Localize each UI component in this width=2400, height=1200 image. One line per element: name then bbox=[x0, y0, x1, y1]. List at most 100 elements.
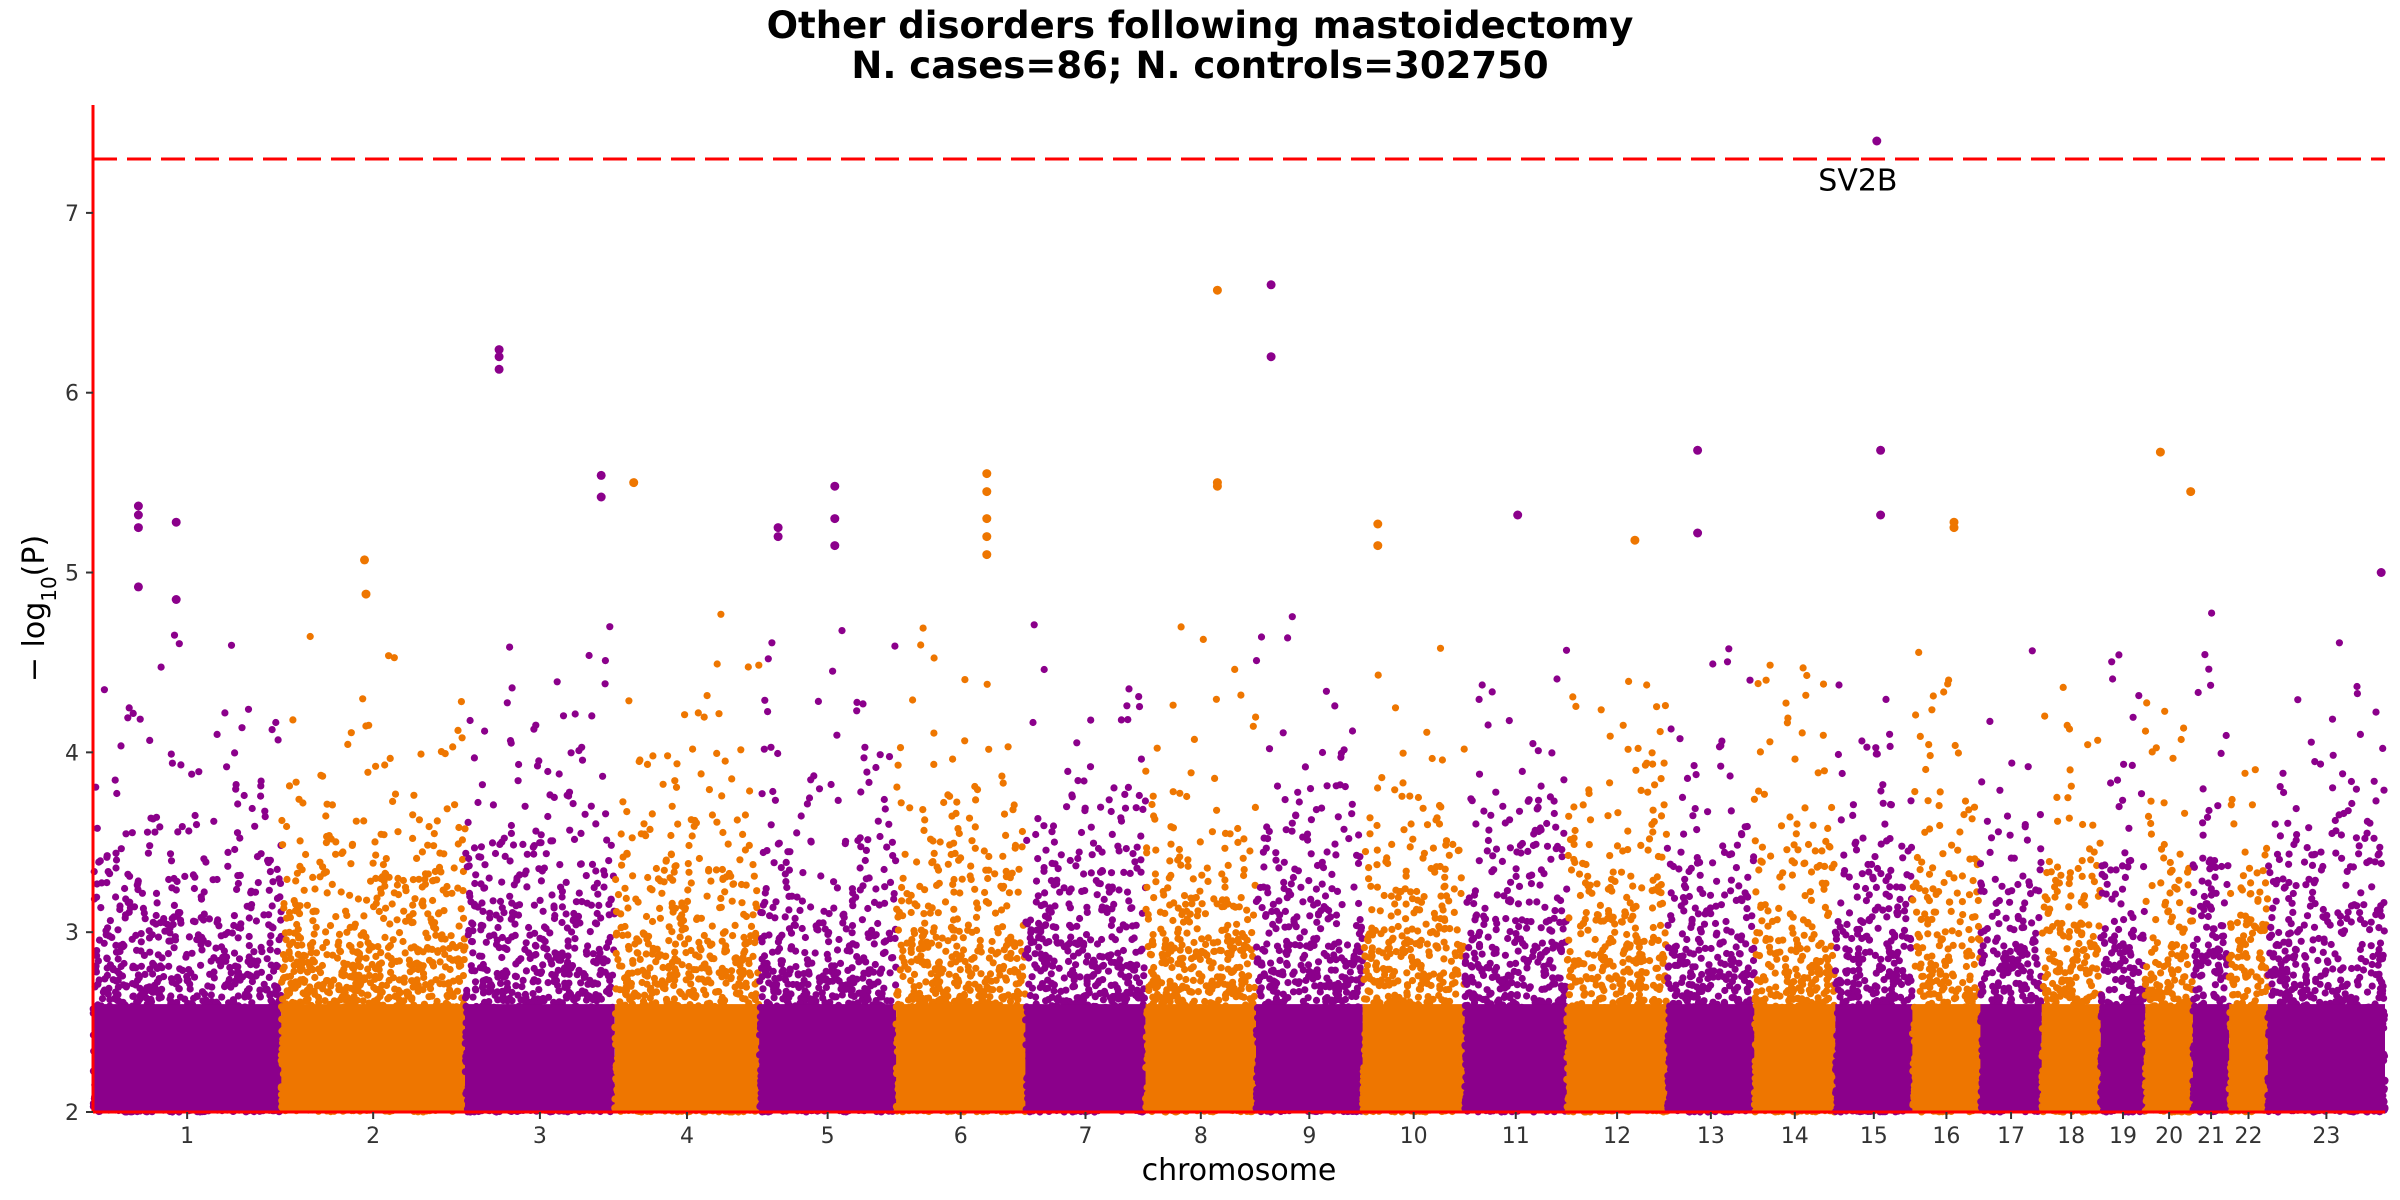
snp-point bbox=[103, 954, 111, 962]
snp-point bbox=[267, 932, 275, 940]
snp-point bbox=[165, 875, 173, 884]
snp-point bbox=[260, 980, 268, 988]
snp-point bbox=[394, 891, 403, 899]
snp-point bbox=[280, 904, 288, 912]
snp-point bbox=[584, 942, 592, 950]
snp-point bbox=[376, 985, 384, 993]
snp-point bbox=[522, 967, 531, 975]
snp-point bbox=[532, 827, 540, 835]
snp-point bbox=[395, 957, 403, 965]
snp-point bbox=[273, 894, 282, 903]
snp-point bbox=[523, 883, 531, 891]
snp-point bbox=[181, 995, 189, 1003]
snp-point bbox=[298, 866, 306, 874]
snp-point bbox=[444, 993, 452, 1001]
snp-point bbox=[454, 726, 462, 735]
snp-point bbox=[403, 991, 412, 999]
snp-point bbox=[110, 995, 119, 1003]
snp-point bbox=[409, 834, 417, 843]
snp-point bbox=[190, 884, 198, 893]
snp-point bbox=[122, 830, 130, 838]
snp-point bbox=[301, 952, 309, 960]
snp-point bbox=[407, 944, 415, 952]
snp-point bbox=[369, 859, 377, 867]
snp-point bbox=[603, 836, 611, 844]
snp-point bbox=[594, 890, 602, 898]
snp-point bbox=[328, 801, 336, 809]
snp-point bbox=[525, 923, 533, 932]
snp-point bbox=[446, 965, 454, 974]
snp-point bbox=[588, 860, 597, 869]
snp-point bbox=[323, 951, 331, 959]
snp-point bbox=[280, 963, 288, 971]
snp-point bbox=[372, 965, 380, 973]
snp-point bbox=[578, 743, 586, 751]
snp-point bbox=[274, 736, 282, 744]
snp-point bbox=[198, 933, 206, 942]
snp-point bbox=[235, 955, 244, 963]
snp-point bbox=[234, 934, 242, 942]
snp-point bbox=[98, 995, 107, 1003]
snp-point bbox=[298, 941, 306, 949]
snp-point bbox=[214, 916, 222, 924]
snp-point bbox=[243, 970, 251, 979]
snp-point bbox=[137, 962, 145, 970]
snp-point bbox=[438, 973, 446, 981]
snp-point bbox=[413, 959, 421, 967]
snp-point bbox=[137, 991, 145, 999]
snp-point bbox=[198, 946, 206, 954]
snp-point bbox=[153, 978, 161, 986]
snp-point bbox=[413, 976, 421, 984]
snp-point bbox=[287, 979, 295, 987]
snp-point bbox=[393, 916, 401, 924]
snp-point bbox=[245, 914, 253, 922]
snp-point bbox=[409, 983, 417, 991]
snp-point bbox=[459, 972, 467, 980]
snp-point bbox=[347, 943, 355, 951]
snp-point bbox=[104, 868, 112, 876]
snp-point bbox=[266, 991, 274, 999]
snp-point bbox=[512, 982, 520, 990]
snp-point bbox=[601, 657, 610, 665]
snp-point bbox=[458, 855, 467, 864]
snp-point bbox=[539, 961, 547, 969]
snp-point bbox=[213, 730, 221, 739]
snp-point bbox=[266, 939, 274, 947]
snp-point bbox=[571, 935, 579, 943]
snp-point bbox=[606, 623, 614, 631]
snp-point bbox=[347, 984, 355, 992]
snp-point bbox=[197, 961, 205, 969]
snp-point bbox=[358, 989, 366, 997]
snp-point bbox=[511, 920, 519, 928]
snp-point bbox=[429, 958, 437, 967]
snp-point bbox=[218, 993, 226, 1001]
snp-point bbox=[402, 917, 410, 925]
snp-point bbox=[436, 958, 444, 966]
snp-point bbox=[292, 877, 300, 885]
snp-point bbox=[114, 926, 122, 934]
snp-point bbox=[213, 875, 221, 884]
snp-point bbox=[265, 886, 273, 894]
snp-point bbox=[290, 961, 298, 969]
snp-point bbox=[387, 954, 395, 963]
snp-point bbox=[364, 768, 372, 776]
snp-point bbox=[269, 878, 277, 886]
snp-point bbox=[256, 993, 264, 1001]
snp-point bbox=[170, 944, 178, 952]
snp-point bbox=[114, 955, 122, 963]
snp-point bbox=[141, 970, 149, 979]
snp-point bbox=[111, 776, 119, 784]
snp-point bbox=[577, 979, 585, 987]
snp-point bbox=[204, 940, 212, 948]
snp-point bbox=[492, 940, 501, 949]
snp-point bbox=[385, 652, 393, 660]
snp-point bbox=[588, 712, 596, 720]
snp-point bbox=[375, 974, 383, 982]
snp-point bbox=[283, 992, 291, 1000]
snp-point bbox=[283, 822, 291, 831]
snp-point bbox=[149, 918, 157, 926]
snp-point bbox=[307, 965, 315, 973]
snp-point bbox=[250, 948, 258, 956]
snp-point bbox=[431, 919, 439, 927]
snp-point bbox=[360, 817, 368, 825]
